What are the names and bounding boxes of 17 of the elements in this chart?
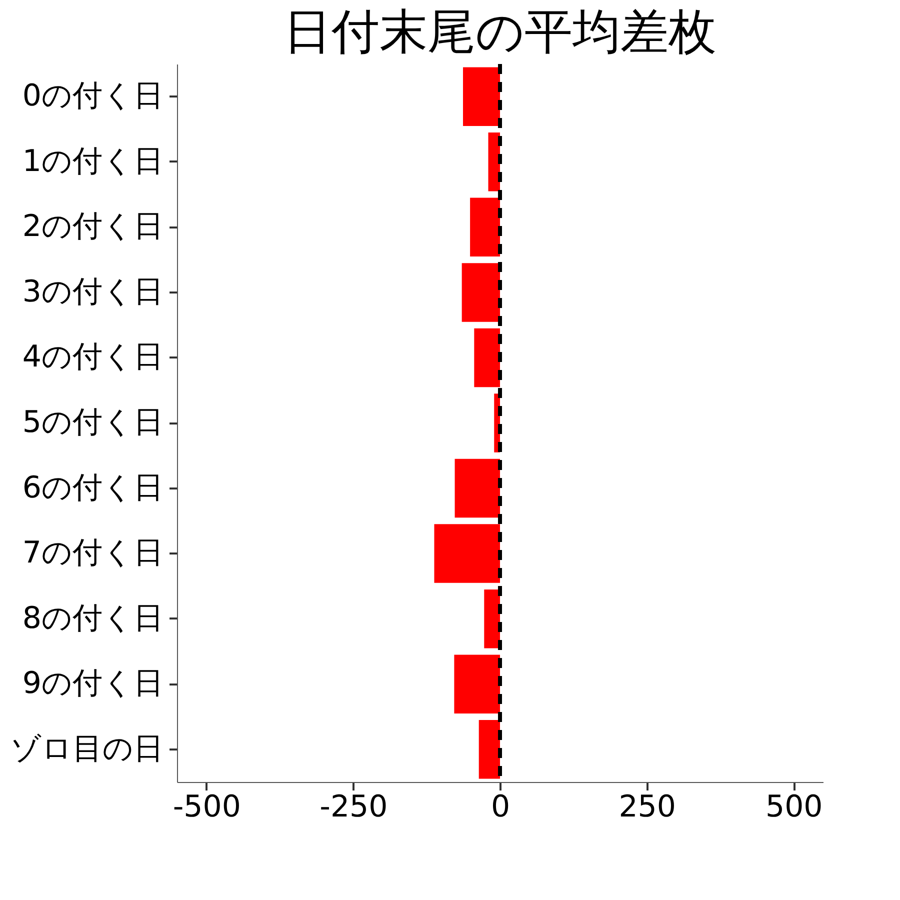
y-tick-label: ゾロ目の日 — [10, 731, 164, 766]
y-tick-label: 8の付く日 — [22, 600, 164, 636]
x-tick-label: -250 — [320, 790, 388, 824]
y-tick-label: 6の付く日 — [22, 470, 164, 506]
y-tick-label: 5の付く日 — [22, 405, 164, 440]
x-tick-label: 500 — [766, 790, 823, 824]
y-tick-label: 0の付く日 — [22, 78, 164, 114]
x-tick-label: -500 — [172, 790, 241, 824]
x-tick-label: 0 — [490, 790, 510, 824]
y-tick-label: 4の付く日 — [22, 340, 164, 375]
y-tick-label: 1の付く日 — [22, 144, 164, 179]
chart-title: 日付末尾の平均差枚 — [284, 4, 716, 60]
y-tick-label: 2の付く日 — [22, 209, 164, 244]
y-tick-label: 7の付く日 — [22, 536, 164, 571]
y-tick-label: 3の付く日 — [22, 274, 164, 310]
x-tick-label: 250 — [618, 790, 676, 824]
y-tick-label: 9の付く日 — [22, 666, 164, 702]
